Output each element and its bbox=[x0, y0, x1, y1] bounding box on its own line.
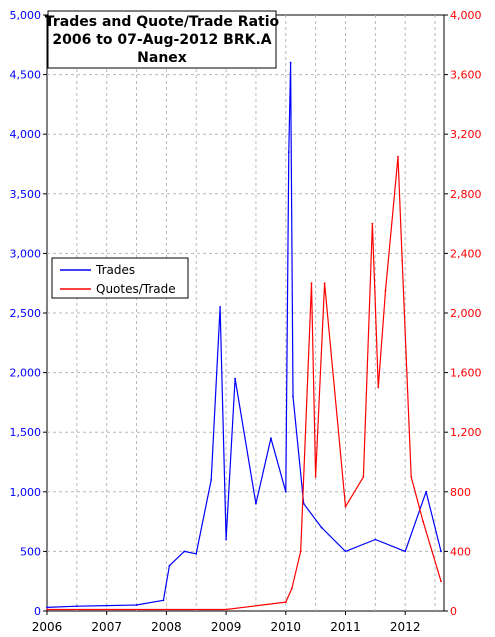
data-point-trades bbox=[287, 151, 290, 154]
data-point-quotes-trade bbox=[165, 608, 168, 611]
x-axis-tick-label: 2011 bbox=[330, 620, 361, 634]
data-point-quotes-trade bbox=[105, 608, 108, 611]
left-axis-tick-label: 1,000 bbox=[10, 486, 42, 499]
title-line-3: Nanex bbox=[137, 50, 187, 66]
title-line-1: Trades and Quote/Trade Ratio bbox=[45, 14, 280, 30]
chart-title: Trades and Quote/Trade Ratio 2006 to 07-… bbox=[45, 10, 280, 69]
data-point-quotes-trade bbox=[314, 476, 317, 478]
x-axis-tick-label: 2010 bbox=[271, 620, 302, 634]
right-axis-tick-label: 4,000 bbox=[450, 9, 482, 22]
right-axis-tick-label: 1,200 bbox=[450, 426, 482, 439]
left-axis: 0 500 1,000 1,500 2,000 2,500 3,000 3,500 4,000 4… bbox=[10, 9, 47, 618]
right-axis-tick-label: 1,600 bbox=[450, 367, 482, 380]
data-point-quotes-trade bbox=[422, 520, 424, 523]
right-axis-tick-label: 3,600 bbox=[450, 69, 482, 82]
data-point-quotes-trade bbox=[344, 505, 347, 508]
right-axis-tick-label: 3,200 bbox=[450, 128, 482, 141]
data-point-quotes-trade bbox=[290, 587, 293, 590]
data-point-trades bbox=[135, 604, 138, 606]
data-point-quotes-trade bbox=[397, 155, 399, 158]
grid bbox=[47, 15, 444, 611]
data-point-quotes-trade bbox=[323, 282, 326, 285]
left-axis-tick-label: 1,500 bbox=[10, 426, 42, 439]
left-axis-tick-label: 3,000 bbox=[10, 247, 42, 260]
data-point-trades bbox=[46, 606, 48, 609]
data-point-quotes-trade bbox=[362, 476, 365, 478]
data-point-quotes-trade bbox=[225, 608, 228, 611]
data-point-quotes-trade bbox=[310, 282, 313, 285]
data-point-trades bbox=[210, 479, 213, 481]
left-axis-tick-label: 0 bbox=[34, 605, 41, 618]
right-axis-tick-label: 2,400 bbox=[450, 247, 482, 260]
series-layer bbox=[46, 61, 442, 611]
data-point-trades bbox=[374, 538, 377, 541]
x-axis-tick-label: 2009 bbox=[211, 620, 242, 634]
left-axis-tick-label: 4,500 bbox=[10, 69, 42, 82]
data-point-trades bbox=[234, 377, 237, 380]
left-axis-tick-label: 2,500 bbox=[10, 307, 42, 320]
data-point-trades bbox=[404, 550, 407, 553]
right-axis-tick-label: 0 bbox=[450, 605, 457, 618]
left-axis-tick-label: 5,000 bbox=[10, 9, 42, 22]
data-point-trades bbox=[270, 437, 272, 440]
left-axis-tick-label: 3,500 bbox=[10, 188, 42, 201]
title-line-2: 2006 to 07-Aug-2012 BRK.A bbox=[52, 32, 271, 48]
data-point-trades bbox=[195, 552, 198, 555]
x-axis-tick-label: 2007 bbox=[91, 620, 122, 634]
x-axis-tick-label: 2008 bbox=[151, 620, 182, 634]
legend-label-trades: Trades bbox=[95, 263, 135, 277]
data-point-quotes-trade bbox=[384, 289, 387, 292]
x-axis-tick-label: 2006 bbox=[32, 620, 63, 634]
right-axis: 0 400 800 1,200 1,600 2,000 2,400 2,800 3,200 3,6… bbox=[444, 9, 482, 618]
data-point-trades bbox=[168, 564, 171, 567]
left-axis-tick-label: 4,000 bbox=[10, 128, 42, 141]
data-point-trades bbox=[255, 502, 257, 505]
left-axis-tick-label: 2,000 bbox=[10, 367, 42, 380]
data-point-quotes-trade bbox=[299, 550, 302, 553]
data-point-trades bbox=[225, 538, 228, 541]
data-point-trades bbox=[219, 306, 222, 308]
data-point-trades bbox=[425, 490, 427, 493]
data-point-trades bbox=[75, 605, 78, 608]
data-point-quotes-trade bbox=[284, 601, 287, 603]
data-point-trades bbox=[183, 550, 186, 553]
data-point-trades bbox=[344, 550, 347, 553]
right-axis-tick-label: 2,800 bbox=[450, 188, 482, 201]
right-axis-tick-label: 2,000 bbox=[450, 307, 482, 320]
data-point-trades bbox=[440, 550, 442, 553]
data-point-trades bbox=[162, 599, 165, 602]
data-point-trades bbox=[105, 604, 108, 607]
data-point-trades bbox=[289, 61, 292, 64]
legend: Trades Quotes/Trade bbox=[51, 257, 189, 299]
data-point-trades bbox=[284, 490, 287, 493]
right-axis-tick-label: 400 bbox=[450, 545, 471, 558]
series-line-quotes-trade bbox=[47, 156, 442, 611]
data-point-trades bbox=[320, 526, 323, 529]
data-point-quotes-trade bbox=[371, 222, 374, 225]
x-axis-tick-label: 2012 bbox=[390, 620, 421, 634]
data-point-quotes-trade bbox=[440, 580, 442, 583]
data-point-quotes-trade bbox=[46, 608, 48, 611]
data-point-quotes-trade bbox=[401, 259, 404, 262]
left-axis-tick-label: 500 bbox=[20, 545, 41, 558]
data-point-quotes-trade bbox=[377, 386, 380, 389]
data-point-trades bbox=[292, 395, 294, 398]
legend-label-ratio: Quotes/Trade bbox=[96, 282, 176, 296]
x-axis: 2006 2007 2008 2009 2010 2011 2012 bbox=[32, 611, 421, 634]
data-point-quotes-trade bbox=[410, 476, 413, 478]
data-point-trades bbox=[302, 502, 305, 505]
right-axis-tick-label: 800 bbox=[450, 486, 471, 499]
